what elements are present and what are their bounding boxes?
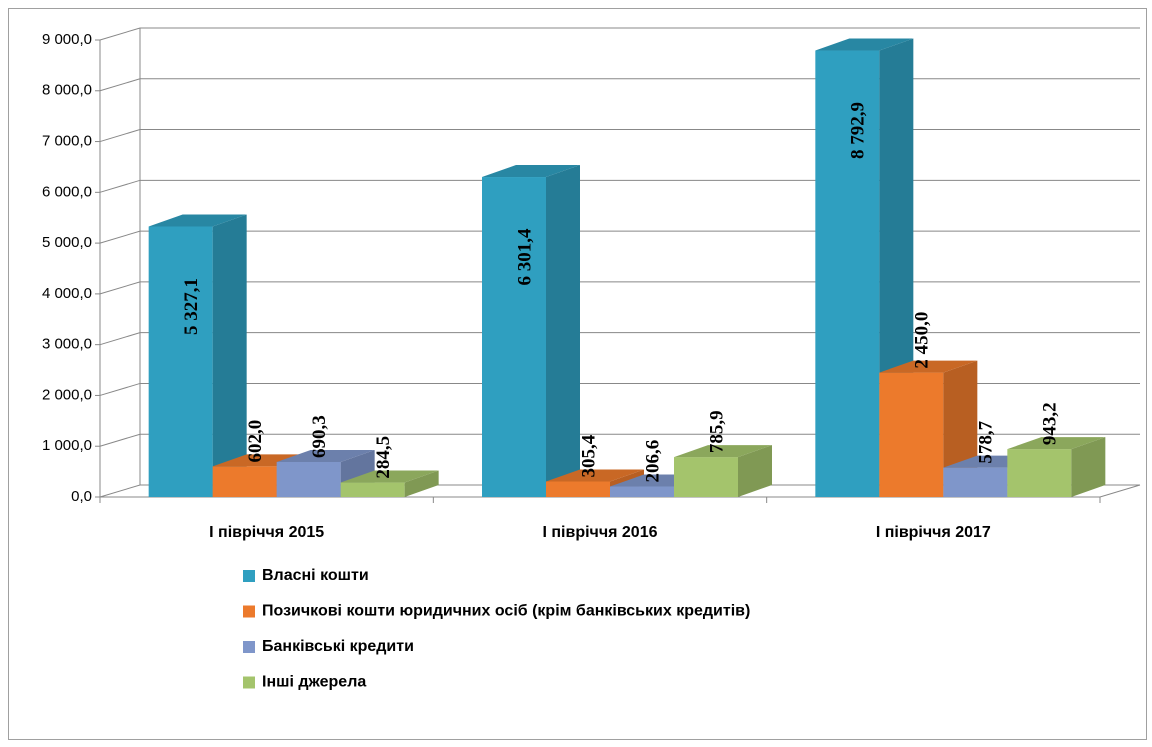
- bar-top: [482, 165, 580, 178]
- grid-line: [99, 332, 1140, 346]
- bar-front: [943, 467, 1008, 497]
- bar-front: [148, 226, 213, 497]
- y-tick-label: 0,0: [71, 488, 92, 505]
- bar-front: [879, 372, 944, 497]
- bar-side: [404, 470, 439, 497]
- x-tick-label: І півріччя 2016: [542, 524, 657, 541]
- x-tick-label: І півріччя 2015: [209, 524, 324, 541]
- value-label: 284,5: [373, 436, 394, 479]
- bar-top: [815, 38, 914, 51]
- legend-swatch: [243, 570, 255, 582]
- bar: [148, 214, 247, 497]
- bar-front: [674, 457, 738, 497]
- bar-side: [546, 165, 580, 497]
- grid-line: [99, 230, 1140, 244]
- grid-line: [99, 433, 1140, 447]
- bar-side: [738, 445, 772, 497]
- bar-front: [276, 461, 341, 497]
- grid-line: [99, 78, 1140, 92]
- x-tick-label: І півріччя 2017: [876, 524, 991, 541]
- bar-top: [212, 454, 311, 467]
- bar-side: [212, 214, 247, 497]
- bar: [340, 470, 439, 497]
- bar-front: [546, 481, 610, 497]
- value-label: 690,3: [309, 415, 330, 458]
- bar-top: [546, 469, 644, 482]
- bar-top: [276, 449, 375, 462]
- legend-label: Власні кошти: [262, 567, 369, 584]
- legend-label: Інші джерела: [262, 674, 366, 691]
- y-tick-label: 4 000,0: [42, 285, 92, 302]
- value-label: 305,4: [578, 434, 599, 477]
- value-label: 943,2: [1040, 402, 1061, 445]
- grid-line: [99, 129, 1140, 143]
- value-label: 785,9: [706, 410, 727, 453]
- bar-top: [340, 470, 439, 483]
- y-tick-label: 5 000,0: [42, 234, 92, 251]
- bar: [674, 445, 772, 497]
- bar-front: [340, 482, 405, 497]
- grid-line: [99, 484, 1140, 498]
- y-tick-label: 9 000,0: [42, 31, 92, 48]
- value-label: 5 327,1: [181, 278, 202, 335]
- y-tick-label: 3 000,0: [42, 336, 92, 353]
- bar-front: [482, 177, 546, 497]
- y-tick-label: 1 000,0: [42, 437, 92, 454]
- legend-label: Позичкові кошти юридичних осіб (крім бан…: [262, 603, 750, 620]
- y-tick-label: 2 000,0: [42, 386, 92, 403]
- legend-swatch: [243, 605, 255, 618]
- grid-line: [99, 27, 1140, 41]
- value-label: 206,6: [642, 440, 663, 483]
- bar-top: [148, 214, 247, 227]
- legend-swatch: [243, 641, 255, 653]
- bar-front: [610, 486, 674, 497]
- value-label: 8 792,9: [848, 102, 869, 159]
- legend-swatch: [243, 676, 255, 689]
- y-tick-label: 6 000,0: [42, 183, 92, 200]
- bar-top: [879, 360, 978, 373]
- grid-line: [99, 382, 1140, 396]
- y-tick-label: 8 000,0: [42, 82, 92, 99]
- legend-label: Банківські кредити: [262, 638, 414, 655]
- value-label: 578,7: [976, 420, 997, 463]
- bar-front: [1007, 449, 1072, 497]
- bar-front: [815, 50, 880, 497]
- bar-top: [674, 445, 772, 458]
- bar: [1007, 437, 1106, 497]
- bar-top: [1007, 437, 1106, 450]
- value-label: 6 301,4: [514, 228, 535, 286]
- grid-line: [99, 179, 1140, 193]
- y-tick-label: 7 000,0: [42, 133, 92, 150]
- grid-line: [99, 281, 1140, 295]
- bar-front: [212, 466, 277, 497]
- value-label: 602,0: [245, 420, 266, 463]
- bar: [482, 165, 580, 497]
- value-label: 2 450,0: [912, 312, 933, 369]
- bar-side: [1071, 437, 1106, 497]
